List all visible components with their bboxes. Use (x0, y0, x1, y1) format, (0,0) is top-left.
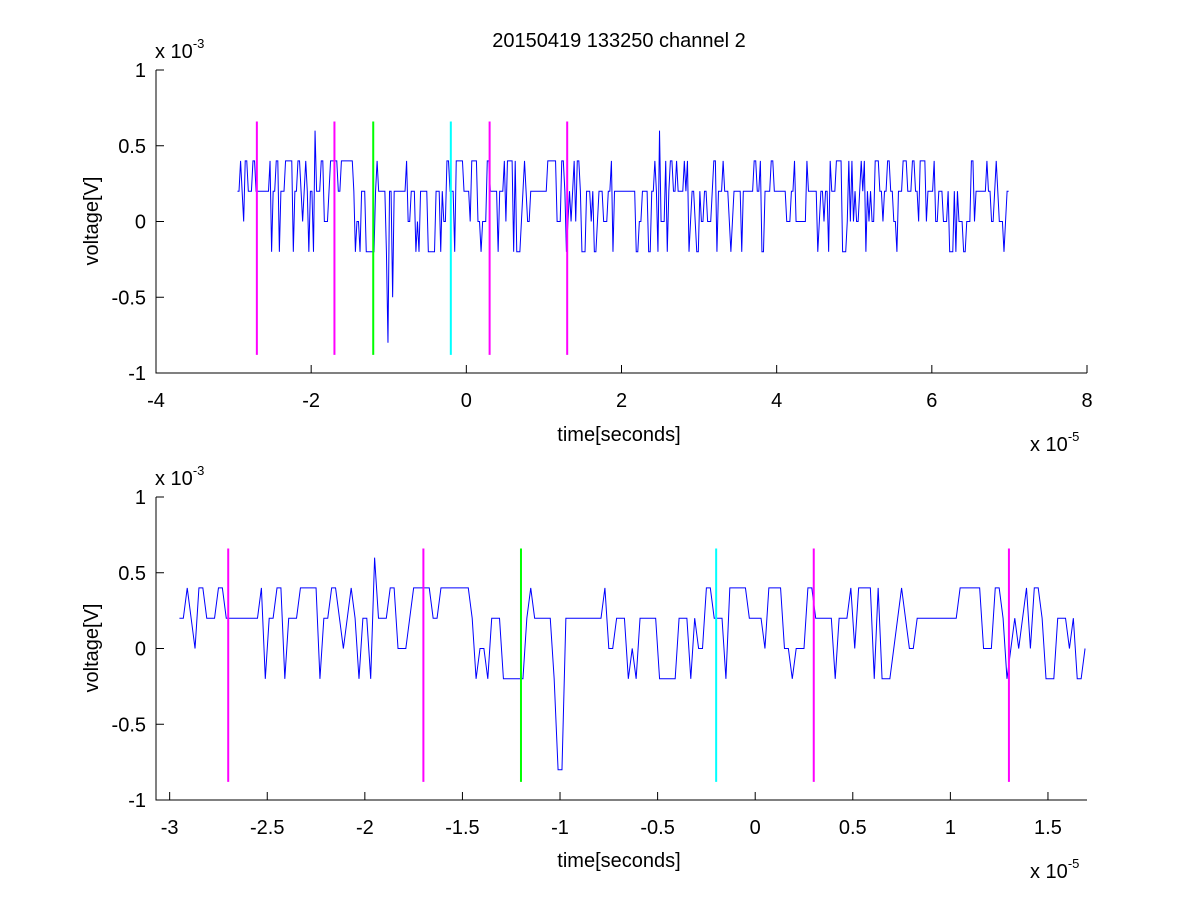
top-signal-group (237, 130, 1009, 343)
top-x-axis-label: time[seconds] (557, 424, 680, 446)
bottom-x-tick-label: -3 (161, 817, 179, 839)
top-y-tick-label: 0 (135, 212, 146, 234)
top-marker-group (255, 121, 569, 355)
top-x-tick-label: 2 (616, 390, 627, 412)
top-axis-lines (155, 70, 1087, 374)
bottom-x-tick-label: -2.5 (250, 817, 284, 839)
top-x-tick-label: 4 (771, 390, 782, 412)
bottom-y-tick-label: 1 (135, 487, 146, 509)
bottom-y-axis-label: voltage[V] (81, 604, 103, 693)
top-tick-labels: -4 -2 0 2 4 6 8 -1 -0.5 0 0.5 1 (112, 60, 1093, 412)
bottom-x-tick-label: 1 (945, 817, 956, 839)
top-y-tick-label: 0.5 (118, 136, 146, 158)
bottom-x-tick-label: -1 (551, 817, 569, 839)
bottom-x-tick-label: 0 (750, 817, 761, 839)
bottom-x-tick-label: -0.5 (640, 817, 674, 839)
top-y-axis-label: voltage[V] (81, 177, 103, 266)
bottom-plot: -3 -2.5 -2 -1.5 -1 -0.5 0 0.5 1 1.5 -1 -0.5 0 0.5 1 ti… (81, 463, 1087, 883)
bottom-y-tick-label: -1 (128, 790, 146, 812)
top-x-tick-label: 6 (926, 390, 937, 412)
top-x-exponent: x 10-5 (1030, 429, 1079, 456)
figure-title: 20150419 133250 channel 2 (492, 30, 746, 52)
bottom-signal-group (179, 557, 1086, 771)
top-x-tick-label: -4 (147, 390, 165, 412)
top-signal-line (237, 130, 1009, 343)
bottom-x-tick-label: -1.5 (445, 817, 479, 839)
bottom-x-tick-label: 1.5 (1034, 817, 1062, 839)
bottom-tick-labels: -3 -2.5 -2 -1.5 -1 -0.5 0 0.5 1 1.5 -1 -0.5 0 0.5 1 (112, 487, 1062, 839)
bottom-axes-frame (155, 497, 1087, 801)
top-x-tick-label: -2 (302, 390, 320, 412)
bottom-x-exponent: x 10-5 (1030, 856, 1079, 883)
bottom-x-tick-label: 0.5 (839, 817, 867, 839)
bottom-signal-line (179, 557, 1086, 771)
bottom-x-tick-label: -2 (356, 817, 374, 839)
top-x-tick-label: 8 (1081, 390, 1092, 412)
bottom-x-axis-label: time[seconds] (557, 850, 680, 872)
bottom-marker-group (227, 548, 1010, 782)
bottom-y-tick-label: 0 (135, 639, 146, 661)
bottom-y-tick-label: 0.5 (118, 563, 146, 585)
top-axes-frame (155, 70, 1087, 374)
bottom-y-tick-label: -0.5 (112, 714, 146, 736)
bottom-y-exponent: x 10-3 (155, 463, 204, 490)
top-x-tick-label: 0 (461, 390, 472, 412)
bottom-axis-lines (155, 497, 1087, 801)
top-y-tick-label: -0.5 (112, 287, 146, 309)
top-plot: -4 -2 0 2 4 6 8 -1 -0.5 0 0.5 1 time[seconds] volta… (81, 36, 1093, 456)
top-y-tick-label: -1 (128, 363, 146, 385)
top-y-tick-label: 1 (135, 60, 146, 82)
top-y-exponent: x 10-3 (155, 36, 204, 63)
